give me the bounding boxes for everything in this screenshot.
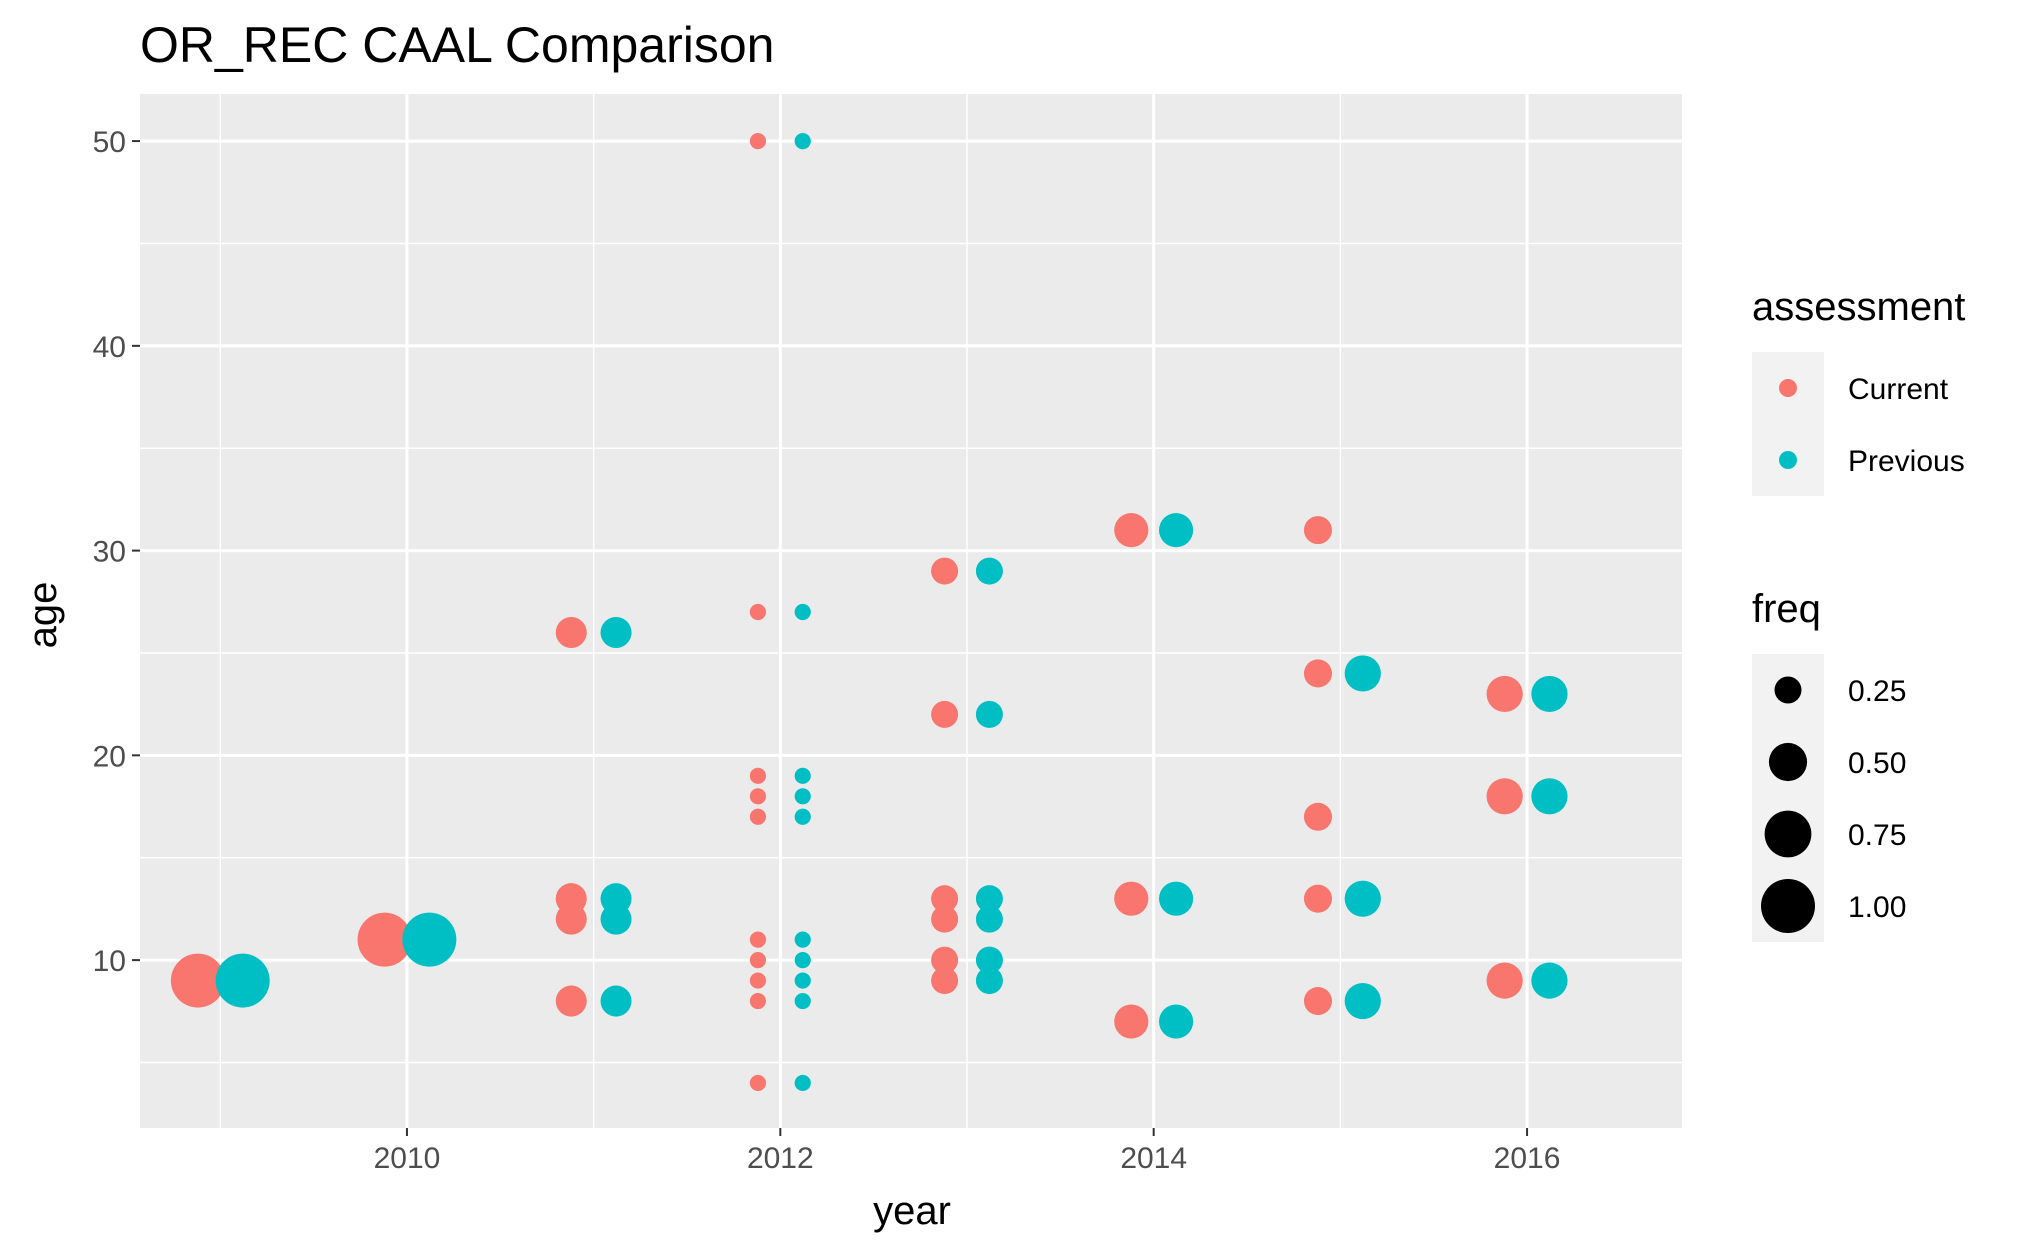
y-tick-label: 50 bbox=[93, 126, 126, 159]
y-tick-label: 40 bbox=[93, 331, 126, 364]
current-point bbox=[749, 603, 767, 621]
current-point bbox=[749, 931, 767, 948]
previous-point bbox=[1344, 982, 1381, 1020]
current-point bbox=[1114, 881, 1149, 916]
previous-point bbox=[794, 931, 811, 948]
previous-point bbox=[1531, 962, 1568, 999]
x-tick-label: 2010 bbox=[374, 1142, 441, 1175]
previous-point bbox=[1531, 778, 1568, 815]
previous-point bbox=[794, 952, 811, 969]
current-point bbox=[931, 967, 959, 995]
previous-point bbox=[975, 905, 1003, 933]
current-point bbox=[931, 700, 959, 728]
previous-point bbox=[600, 616, 632, 649]
previous-point bbox=[975, 700, 1003, 728]
x-axis-title: year bbox=[873, 1189, 951, 1233]
current-point bbox=[357, 912, 412, 967]
legend-title-freq: freq bbox=[1752, 587, 1821, 631]
axis-ticks: 2010 2012 2014 2016 10 20 30 40 50 bbox=[93, 126, 1561, 1175]
legend-key-current bbox=[1779, 379, 1797, 397]
previous-point bbox=[975, 557, 1003, 585]
current-point bbox=[170, 953, 225, 1008]
previous-point bbox=[794, 603, 811, 621]
legend-size-key bbox=[1774, 676, 1802, 704]
current-point bbox=[555, 903, 587, 935]
y-tick-label: 20 bbox=[93, 740, 126, 773]
previous-point bbox=[794, 767, 811, 784]
y-tick-label: 30 bbox=[93, 536, 126, 569]
legend-size-label: 0.50 bbox=[1848, 747, 1906, 780]
legend-size-key bbox=[1761, 879, 1815, 933]
x-tick-label: 2016 bbox=[1494, 1142, 1561, 1175]
current-point bbox=[931, 946, 959, 974]
previous-point bbox=[1344, 880, 1381, 917]
previous-point bbox=[794, 972, 811, 989]
plot-panel bbox=[140, 94, 1682, 1128]
current-point bbox=[749, 132, 767, 150]
legend-label-previous: Previous bbox=[1848, 445, 1965, 478]
legend-size-key bbox=[1768, 742, 1808, 782]
previous-point bbox=[1531, 675, 1568, 713]
previous-point bbox=[794, 788, 811, 805]
previous-point bbox=[975, 967, 1003, 995]
current-point bbox=[749, 952, 767, 969]
previous-point bbox=[794, 808, 811, 825]
previous-point bbox=[794, 1074, 811, 1092]
x-tick-label: 2012 bbox=[747, 1142, 814, 1175]
previous-point bbox=[600, 985, 632, 1017]
legend-size-key bbox=[1764, 810, 1812, 858]
current-point bbox=[1303, 802, 1332, 831]
current-point bbox=[1114, 513, 1149, 548]
previous-point bbox=[1344, 655, 1381, 692]
current-point bbox=[1114, 1004, 1149, 1039]
previous-point bbox=[600, 903, 632, 935]
current-point bbox=[749, 767, 767, 784]
current-point bbox=[931, 557, 959, 585]
grid-lines bbox=[140, 94, 1682, 1128]
current-point bbox=[555, 616, 587, 649]
previous-point bbox=[794, 992, 811, 1010]
current-point bbox=[1303, 659, 1332, 688]
legend-size-label: 0.25 bbox=[1848, 675, 1906, 708]
current-point bbox=[1486, 675, 1523, 713]
current-point bbox=[1303, 516, 1332, 545]
current-point bbox=[749, 972, 767, 989]
color-legend-keys bbox=[1752, 352, 1824, 496]
previous-point bbox=[1159, 1004, 1194, 1039]
current-point bbox=[749, 808, 767, 825]
chart-title: OR_REC CAAL Comparison bbox=[140, 17, 774, 73]
legend: assessment Current Previous freq 0.25 0.50… bbox=[1752, 285, 1965, 942]
legend-size-label: 1.00 bbox=[1848, 891, 1906, 924]
current-point bbox=[749, 1074, 767, 1092]
legend-size-label: 0.75 bbox=[1848, 819, 1906, 852]
current-point bbox=[1303, 884, 1332, 913]
current-point bbox=[931, 905, 959, 933]
current-point bbox=[749, 992, 767, 1010]
current-point bbox=[1486, 778, 1523, 815]
previous-point bbox=[1159, 881, 1194, 916]
legend-key-previous bbox=[1779, 451, 1797, 469]
legend-label-current: Current bbox=[1848, 373, 1949, 406]
previous-point bbox=[975, 946, 1003, 974]
current-point bbox=[1303, 987, 1332, 1016]
current-point bbox=[555, 985, 587, 1017]
previous-point bbox=[215, 953, 270, 1008]
previous-point bbox=[975, 885, 1003, 913]
previous-point bbox=[402, 912, 457, 967]
y-tick-label: 10 bbox=[93, 945, 126, 978]
x-tick-label: 2014 bbox=[1120, 1142, 1187, 1175]
data-points bbox=[170, 132, 1568, 1092]
current-point bbox=[1486, 962, 1523, 999]
previous-point bbox=[794, 132, 811, 150]
current-point bbox=[749, 788, 767, 805]
previous-point bbox=[1159, 513, 1194, 548]
legend-title-assessment: assessment bbox=[1752, 285, 1965, 329]
current-point bbox=[931, 885, 959, 913]
y-axis-title: age bbox=[21, 582, 65, 649]
